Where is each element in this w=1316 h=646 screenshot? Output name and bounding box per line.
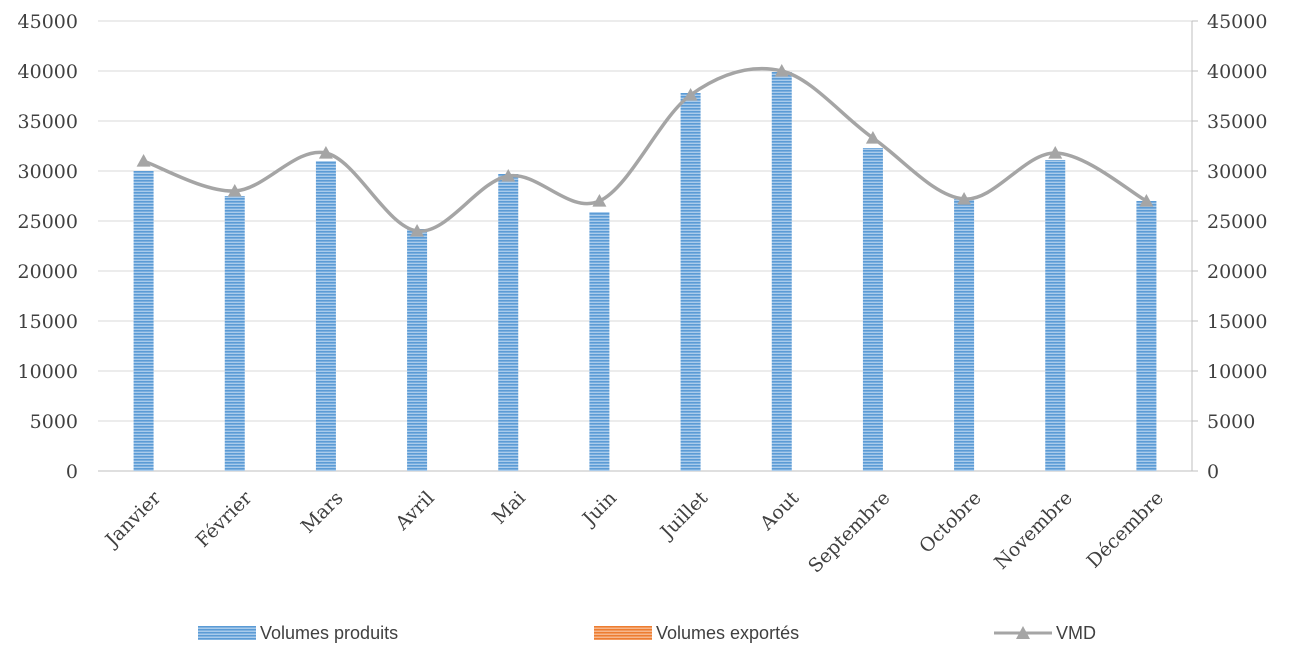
y-tick-label-right: 25000 <box>1207 211 1267 233</box>
vmd-marker <box>1048 146 1063 159</box>
vmd-marker <box>592 194 607 207</box>
bar-volumes-produits <box>589 212 610 471</box>
vmd-line <box>142 66 1148 233</box>
bars <box>133 72 1157 471</box>
legend: Volumes produits Volumes exportés VMD <box>0 620 1316 646</box>
y-tick-label-right: 40000 <box>1207 61 1267 83</box>
x-category-label: Novembre <box>990 487 1077 574</box>
legend-label-volumes-exportes: Volumes exportés <box>656 622 800 643</box>
y-axis-right-ticks: 0 5000 10000 15000 20000 25000 30000 35000 40000… <box>1192 11 1267 483</box>
y-tick-label-right: 30000 <box>1207 161 1267 183</box>
x-category-label: Février <box>192 486 257 551</box>
y-tick-label-left: 15000 <box>18 311 78 333</box>
y-tick-label-left: 35000 <box>18 111 78 133</box>
legend-swatch-volumes-produits <box>198 626 256 640</box>
legend-swatch-volumes-exportes <box>594 626 652 640</box>
vmd-marker <box>774 64 789 77</box>
y-tick-label-left: 30000 <box>18 161 78 183</box>
bar-volumes-produits <box>498 174 519 471</box>
bar-volumes-produits <box>771 72 792 471</box>
x-category-label: Septembre <box>804 487 894 577</box>
legend-label-volumes-produits: Volumes produits <box>260 622 399 643</box>
bar-volumes-produits <box>680 93 701 471</box>
x-category-label: Aout <box>755 487 803 535</box>
vmd-marker <box>683 88 698 101</box>
vmd-marker <box>136 154 151 167</box>
bar-volumes-produits <box>1045 160 1066 471</box>
x-axis-categories: Janvier Février Mars Avril Mai Juin Juillet Aou… <box>100 486 1168 577</box>
x-category-label: Mai <box>488 487 530 529</box>
y-tick-label-right: 20000 <box>1207 261 1267 283</box>
bar-volumes-produits <box>133 171 154 471</box>
bar-volumes-produits <box>224 196 245 471</box>
y-tick-label-right: 35000 <box>1207 111 1267 133</box>
y-tick-label-right: 0 <box>1207 461 1219 483</box>
bar-volumes-produits <box>954 199 975 471</box>
x-category-label: Décembre <box>1083 487 1168 572</box>
y-tick-label-left: 40000 <box>18 61 78 83</box>
vmd-marker <box>410 224 425 237</box>
bar-volumes-produits <box>1136 201 1157 471</box>
y-axis-left-ticks: 0 5000 10000 15000 20000 25000 30000 35000 40000… <box>18 11 78 483</box>
bar-volumes-produits <box>862 148 883 471</box>
y-tick-label-left: 20000 <box>18 261 78 283</box>
x-category-label: Avril <box>391 487 439 535</box>
axes <box>98 21 1193 472</box>
vmd-marker <box>1139 194 1154 207</box>
bar-volumes-produits <box>407 229 428 471</box>
vmd-marker <box>957 192 972 205</box>
y-tick-label-right: 5000 <box>1207 411 1255 433</box>
y-tick-label-left: 5000 <box>30 411 78 433</box>
y-tick-label-left: 25000 <box>18 211 78 233</box>
bar-volumes-produits <box>315 161 336 471</box>
x-category-label: Octobre <box>915 487 986 558</box>
legend-item-vmd: VMD <box>994 620 1096 646</box>
y-tick-label-right: 10000 <box>1207 361 1267 383</box>
x-category-label: Janvier <box>100 486 166 552</box>
y-tick-label-right: 15000 <box>1207 311 1267 333</box>
legend-item-volumes-exportes: Volumes exportés <box>594 620 799 646</box>
gridlines <box>98 20 1192 422</box>
y-tick-label-left: 45000 <box>18 11 78 33</box>
legend-label-vmd: VMD <box>1056 622 1096 643</box>
vmd-marker <box>865 131 880 144</box>
x-category-label: Mars <box>297 487 348 538</box>
y-tick-label-right: 45000 <box>1207 11 1267 33</box>
y-tick-label-left: 0 <box>66 461 78 483</box>
x-category-label: Juillet <box>655 487 713 545</box>
legend-item-volumes-produits: Volumes produits <box>198 620 398 646</box>
y-tick-label-left: 10000 <box>18 361 78 383</box>
x-category-label: Juin <box>577 487 621 531</box>
vmd-line-layer <box>136 64 1154 237</box>
vmd-marker <box>227 184 242 197</box>
vmd-marker <box>501 169 516 182</box>
legend-swatch-vmd <box>994 626 1052 639</box>
vmd-marker <box>318 146 333 159</box>
